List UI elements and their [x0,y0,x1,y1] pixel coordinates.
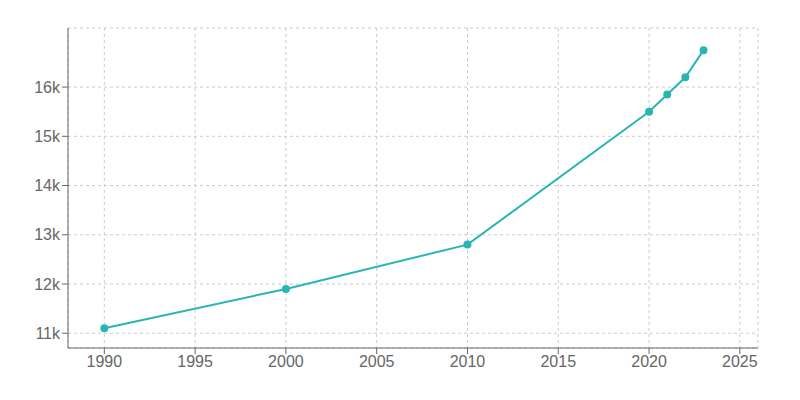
svg-text:13k: 13k [34,226,61,243]
svg-text:14k: 14k [34,177,61,194]
svg-text:15k: 15k [34,128,61,145]
svg-text:2025: 2025 [722,353,758,370]
svg-text:2020: 2020 [631,353,667,370]
svg-text:11k: 11k [35,325,61,342]
svg-text:16k: 16k [34,79,61,96]
svg-text:2000: 2000 [268,353,304,370]
svg-text:2010: 2010 [450,353,486,370]
svg-text:1995: 1995 [177,353,213,370]
svg-text:12k: 12k [34,276,61,293]
svg-text:2005: 2005 [359,353,395,370]
svg-text:1990: 1990 [87,353,123,370]
svg-text:2015: 2015 [540,353,576,370]
